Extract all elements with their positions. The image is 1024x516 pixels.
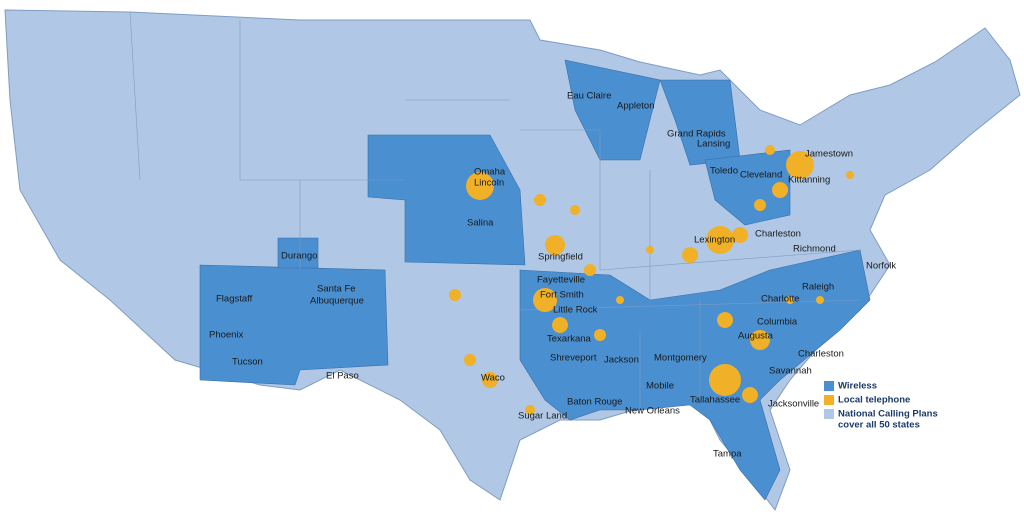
city-label: Tucson xyxy=(232,357,263,368)
city-label: Eau Claire xyxy=(567,91,611,102)
city-label: Columbia xyxy=(757,317,798,328)
city-label: Richmond xyxy=(793,244,836,255)
city-label: Omaha xyxy=(474,167,506,178)
city-label: Savannah xyxy=(769,366,812,377)
local-area xyxy=(594,329,606,341)
region xyxy=(199,264,389,386)
city-label: Springfield xyxy=(538,252,583,263)
local-area xyxy=(732,227,748,243)
local-area xyxy=(584,264,596,276)
city-label: Little Rock xyxy=(553,305,598,316)
city-label: Waco xyxy=(481,373,505,384)
local-area xyxy=(772,182,788,198)
city-label: Montgomery xyxy=(654,353,707,364)
local-area xyxy=(616,296,624,304)
city-label: Baton Rouge xyxy=(567,397,622,408)
local-area xyxy=(533,288,557,312)
city-label: Flagstaff xyxy=(216,294,253,305)
city-label: Grand Rapids xyxy=(667,129,726,140)
local-area xyxy=(786,151,814,179)
local-telephone-areas xyxy=(449,145,854,415)
city-label: Raleigh xyxy=(802,282,834,293)
local-area xyxy=(482,372,498,388)
region xyxy=(277,237,319,269)
local-area xyxy=(816,296,824,304)
city-label: Lansing xyxy=(697,139,730,150)
city-label: Lincoln xyxy=(474,178,504,189)
city-label: Fort Smith xyxy=(540,290,584,301)
local-area xyxy=(750,330,770,350)
city-label: Texarkana xyxy=(547,334,592,345)
state-lines xyxy=(129,11,861,410)
wireless-regions xyxy=(199,59,871,501)
local-area xyxy=(464,354,476,366)
local-area xyxy=(449,289,461,301)
region xyxy=(564,59,661,161)
city-label: Norfolk xyxy=(866,261,896,272)
legend-swatch xyxy=(824,395,834,405)
city-label: Cleveland xyxy=(740,170,782,181)
legend-swatch xyxy=(824,381,834,391)
local-area xyxy=(682,247,698,263)
local-area xyxy=(646,246,654,254)
legend: Wireless Local telephone National Calling … xyxy=(824,381,938,431)
local-area xyxy=(545,235,565,255)
local-area xyxy=(765,145,775,155)
city-label: Tallahassee xyxy=(690,395,740,406)
city-label: Albuquerque xyxy=(310,296,364,307)
city-label: Jackson xyxy=(604,355,639,366)
city-label: Appleton xyxy=(617,101,655,112)
city-label: New Orleans xyxy=(625,406,680,417)
local-area xyxy=(534,194,546,206)
local-area xyxy=(717,312,733,328)
city-label: Phoenix xyxy=(209,330,244,341)
city-label: Lexington xyxy=(694,235,735,246)
local-area xyxy=(742,387,758,403)
city-label: Mobile xyxy=(646,381,674,392)
city-label: Salina xyxy=(467,218,494,229)
city-label: Charleston xyxy=(755,229,801,240)
legend-swatch xyxy=(824,409,834,419)
region xyxy=(367,134,526,266)
local-area xyxy=(552,317,568,333)
city-label: Shreveport xyxy=(550,353,597,364)
legend-label: cover all 50 states xyxy=(838,420,920,431)
city-label: Charleston xyxy=(798,349,844,360)
legend-label: National Calling Plans xyxy=(838,409,938,420)
local-area xyxy=(786,296,794,304)
legend-label: Local telephone xyxy=(838,395,910,406)
city-label: Santa Fe xyxy=(317,284,356,295)
city-label: Charlotte xyxy=(761,294,800,305)
legend-label: Wireless xyxy=(838,381,877,392)
local-area xyxy=(709,364,741,396)
region xyxy=(519,249,871,501)
city-label: Jacksonville xyxy=(768,399,819,410)
city-label: Fayetteville xyxy=(537,275,585,286)
city-label: Augusta xyxy=(738,331,774,342)
city-label: El Paso xyxy=(326,371,359,382)
city-label: Toledo xyxy=(710,166,738,177)
city-label: Tampa xyxy=(713,449,742,460)
local-area xyxy=(846,171,854,179)
city-label: Durango xyxy=(281,251,317,262)
city-label: Jamestown xyxy=(805,149,853,160)
city-label: Sugar Land xyxy=(518,411,567,422)
local-area xyxy=(570,205,580,215)
city-label: Kittanning xyxy=(788,175,830,186)
local-area xyxy=(466,172,494,200)
local-area xyxy=(754,199,766,211)
local-area xyxy=(525,405,535,415)
local-area xyxy=(706,226,734,254)
region xyxy=(704,149,791,226)
